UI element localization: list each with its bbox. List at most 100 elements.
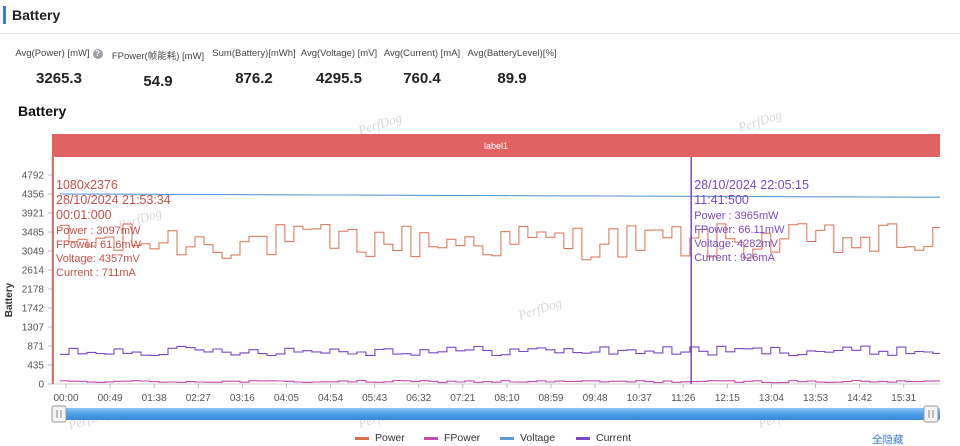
y-tick-label: 3921 [22, 208, 45, 219]
stat-value: 876.2 [235, 70, 273, 87]
x-tick-label: 12:15 [715, 393, 740, 404]
x-tick-label: 06:32 [406, 393, 431, 404]
y-tick-label: 0 [38, 380, 44, 391]
legend-item-voltage[interactable]: Voltage [500, 432, 555, 444]
x-tick-label: 14:42 [847, 393, 872, 404]
battery-chart[interactable]: PerfDogPerfDogPerfDogPerfDogPerfDogPerfD… [0, 0, 960, 432]
page-title: Battery [12, 7, 61, 23]
annotation-text: Current : 926mA [694, 252, 775, 264]
hide-all-button[interactable]: 全隐藏 [872, 434, 904, 446]
x-tick-label: 09:48 [583, 393, 608, 404]
x-tick-label: 00:49 [98, 393, 123, 404]
y-tick-label: 3485 [22, 228, 45, 239]
x-tick-label: 15:31 [891, 393, 916, 404]
y-tick-label: 2178 [22, 285, 45, 296]
slider-fill [52, 408, 940, 420]
legend-item-fpower[interactable]: FPower [424, 432, 480, 444]
stat-label: Sum(Battery)[mWh] [212, 48, 296, 59]
x-tick-label: 04:05 [274, 393, 299, 404]
x-tick-label: 08:59 [538, 393, 563, 404]
annotation-text: FPower: 61.6mW [56, 239, 142, 251]
watermark-text: PerfDog [355, 110, 404, 139]
x-tick-label: 00:00 [53, 393, 78, 404]
x-tick-label: 10:37 [627, 393, 652, 404]
x-tick-label: 02:27 [186, 393, 211, 404]
stat-avg-current: Avg(Current) [mA] 760.4 [376, 48, 468, 87]
annotation-text: 28/10/2024 22:05:15 [694, 178, 809, 192]
x-tick-label: 04:54 [318, 393, 343, 404]
x-tick-label: 11:26 [671, 393, 696, 404]
annotation-text: Power : 3965mW [694, 210, 779, 222]
legend-swatch [500, 436, 514, 440]
annotation-text: Voltage: 4357mV [56, 253, 140, 265]
stat-label: FPower(帧能耗) [mW] [111, 51, 205, 62]
y-tick-label: 435 [27, 361, 44, 372]
y-tick-label: 3049 [22, 247, 45, 258]
x-tick-label: 13:04 [759, 393, 784, 404]
stat-label: Avg(BatteryLevel)[%] [467, 48, 557, 59]
y-tick-label: 4792 [22, 171, 45, 182]
x-tick-label: 08:10 [494, 393, 519, 404]
slider-handle-right[interactable] [923, 405, 939, 423]
label-band-text: label1 [484, 141, 508, 151]
watermark-text: PerfDog [735, 107, 784, 136]
stat-label: Avg(Power) [mW] [15, 48, 90, 59]
x-tick-label: 13:53 [803, 393, 828, 404]
series-line-fpower[interactable] [60, 379, 940, 384]
page-header: Battery [0, 0, 960, 34]
stats-row: Avg(Power) [mW]? 3265.3 FPower(帧能耗) [mW]… [0, 48, 960, 92]
x-tick-label: 05:43 [362, 393, 387, 404]
stat-fpower: FPower(帧能耗) [mW] 54.9 [112, 48, 204, 90]
legend-item-current[interactable]: Current [576, 432, 631, 444]
legend-swatch [424, 436, 438, 440]
label-band[interactable] [52, 134, 940, 157]
legend-label: Current [596, 432, 632, 444]
stat-avg-voltage: Avg(Voltage) [mV] 4295.5 [294, 48, 384, 87]
y-axis-ticks: 0 435 871 1307 1742 2178 2614 3049 3485 3921 4356 4… [22, 171, 52, 391]
legend-swatch [355, 436, 369, 440]
annotation-text: 1080x2376 [56, 178, 118, 192]
series-layer [59, 193, 940, 384]
x-tick-label: 01:38 [142, 393, 167, 404]
series-line-voltage[interactable] [59, 193, 940, 198]
legend-label: Power [375, 432, 405, 444]
watermark-text: PerfDog [515, 295, 564, 324]
x-axis-ticks: 00:00 00:49 01:38 02:27 03:16 04:05 04:54 05:43… [53, 384, 917, 404]
legend-label: FPower [444, 432, 481, 444]
annotation-text: Power : 3097mW [56, 225, 141, 237]
chart-title: Battery [18, 103, 67, 119]
y-tick-label: 4356 [22, 190, 45, 201]
y-tick-label: 871 [27, 342, 44, 353]
series-line-current[interactable] [60, 345, 940, 357]
legend-swatch [576, 436, 590, 440]
y-tick-label: 2614 [22, 265, 45, 276]
annotation-text: 11:41:500 [694, 193, 749, 207]
y-tick-label: 1307 [22, 322, 45, 333]
annotation-text: Current : 711mA [56, 267, 137, 279]
stat-value: 3265.3 [36, 70, 82, 87]
stat-avg-power: Avg(Power) [mW]? 3265.3 [14, 48, 104, 87]
x-tick-label: 07:21 [450, 393, 475, 404]
annotation-text: FPower: 66.11mW [694, 224, 785, 236]
legend-item-power[interactable]: Power [355, 432, 405, 444]
stat-value: 89.9 [497, 70, 527, 87]
help-icon[interactable]: ? [92, 48, 103, 59]
slider-handle-left[interactable] [51, 405, 67, 423]
annotation-text: 00:01:000 [56, 208, 112, 222]
stat-value: 760.4 [403, 70, 441, 87]
series-line-power[interactable] [60, 223, 940, 261]
y-tick-label: 1742 [22, 304, 45, 315]
legend-label: Voltage [520, 432, 556, 444]
stat-value: 54.9 [143, 73, 173, 90]
stat-label: Avg(Voltage) [mV] [300, 48, 378, 59]
time-range-slider[interactable] [51, 405, 940, 423]
stat-value: 4295.5 [316, 70, 362, 87]
x-tick-label: 03:16 [230, 393, 255, 404]
annotation-text: Voltage: 4282mV [694, 238, 778, 250]
stat-sum-battery: Sum(Battery)[mWh] 876.2 [208, 48, 300, 87]
y-axis-title: Battery [4, 282, 15, 317]
stat-label: Avg(Current) [mA] [383, 48, 461, 59]
annotation-text: 28/10/2024 21:53:34 [56, 193, 171, 207]
header-accent-bar [3, 6, 6, 24]
